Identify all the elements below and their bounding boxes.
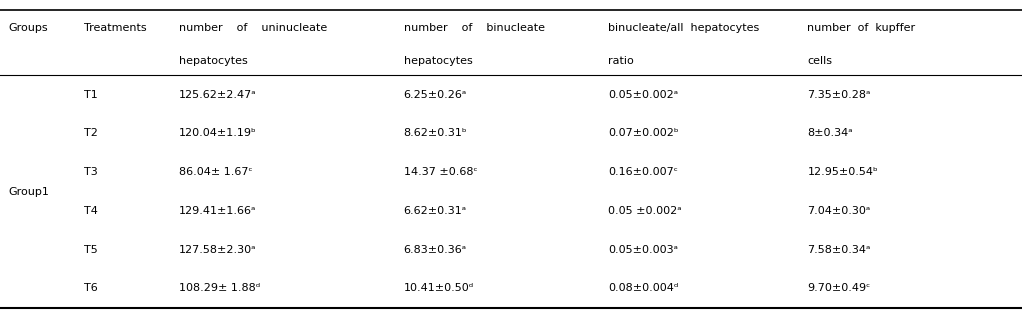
Text: cells: cells — [807, 56, 832, 66]
Text: T5: T5 — [84, 245, 97, 255]
Text: Group1: Group1 — [8, 187, 49, 196]
Text: 7.04±0.30ᵃ: 7.04±0.30ᵃ — [807, 206, 871, 216]
Text: 0.08±0.004ᵈ: 0.08±0.004ᵈ — [608, 283, 679, 293]
Text: 0.05±0.003ᵃ: 0.05±0.003ᵃ — [608, 245, 678, 255]
Text: T6: T6 — [84, 283, 97, 293]
Text: 0.05 ±0.002ᵃ: 0.05 ±0.002ᵃ — [608, 206, 682, 216]
Text: 14.37 ±0.68ᶜ: 14.37 ±0.68ᶜ — [404, 167, 477, 177]
Text: 7.58±0.34ᵃ: 7.58±0.34ᵃ — [807, 245, 871, 255]
Text: 86.04± 1.67ᶜ: 86.04± 1.67ᶜ — [179, 167, 252, 177]
Text: 8.62±0.31ᵇ: 8.62±0.31ᵇ — [404, 129, 467, 138]
Text: 0.07±0.002ᵇ: 0.07±0.002ᵇ — [608, 129, 679, 138]
Text: 7.35±0.28ᵃ: 7.35±0.28ᵃ — [807, 90, 871, 100]
Text: 129.41±1.66ᵃ: 129.41±1.66ᵃ — [179, 206, 257, 216]
Text: T2: T2 — [84, 129, 98, 138]
Text: T1: T1 — [84, 90, 97, 100]
Text: 125.62±2.47ᵃ: 125.62±2.47ᵃ — [179, 90, 257, 100]
Text: 6.62±0.31ᵃ: 6.62±0.31ᵃ — [404, 206, 467, 216]
Text: 127.58±2.30ᵃ: 127.58±2.30ᵃ — [179, 245, 257, 255]
Text: Groups: Groups — [8, 23, 48, 33]
Text: 6.83±0.36ᵃ: 6.83±0.36ᵃ — [404, 245, 467, 255]
Text: 8±0.34ᵃ: 8±0.34ᵃ — [807, 129, 853, 138]
Text: 12.95±0.54ᵇ: 12.95±0.54ᵇ — [807, 167, 878, 177]
Text: binucleate/all  hepatocytes: binucleate/all hepatocytes — [608, 23, 759, 33]
Text: T3: T3 — [84, 167, 97, 177]
Text: hepatocytes: hepatocytes — [404, 56, 472, 66]
Text: number    of    uninucleate: number of uninucleate — [179, 23, 327, 33]
Text: number    of    binucleate: number of binucleate — [404, 23, 545, 33]
Text: 120.04±1.19ᵇ: 120.04±1.19ᵇ — [179, 129, 257, 138]
Text: 10.41±0.50ᵈ: 10.41±0.50ᵈ — [404, 283, 474, 293]
Text: Treatments: Treatments — [84, 23, 146, 33]
Text: 6.25±0.26ᵃ: 6.25±0.26ᵃ — [404, 90, 467, 100]
Text: 0.16±0.007ᶜ: 0.16±0.007ᶜ — [608, 167, 678, 177]
Text: hepatocytes: hepatocytes — [179, 56, 247, 66]
Text: T4: T4 — [84, 206, 98, 216]
Text: number  of  kupffer: number of kupffer — [807, 23, 916, 33]
Text: 108.29± 1.88ᵈ: 108.29± 1.88ᵈ — [179, 283, 261, 293]
Text: 9.70±0.49ᶜ: 9.70±0.49ᶜ — [807, 283, 871, 293]
Text: ratio: ratio — [608, 56, 634, 66]
Text: 0.05±0.002ᵃ: 0.05±0.002ᵃ — [608, 90, 679, 100]
